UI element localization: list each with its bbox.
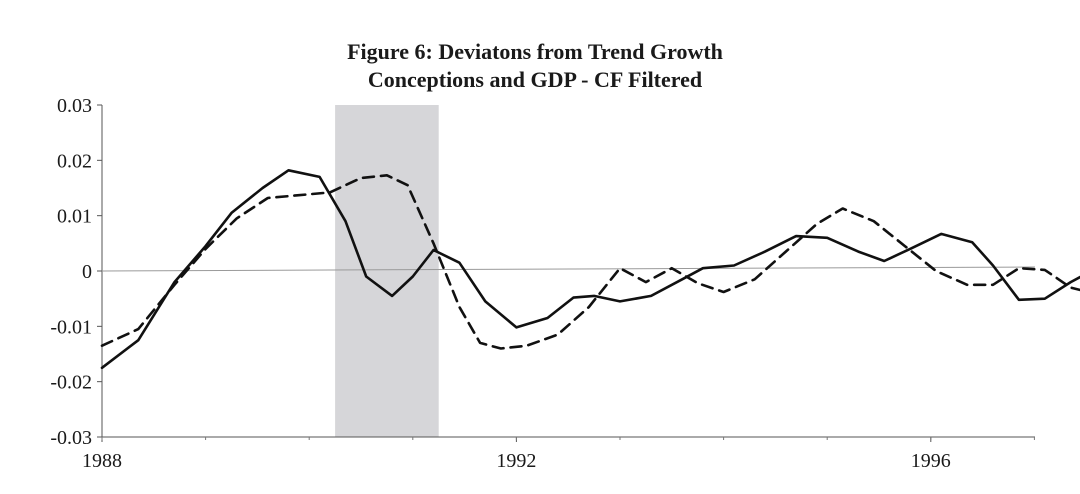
y-tick-label: -0.01 [50, 316, 92, 338]
recession-bands [335, 105, 439, 437]
y-tick-label: -0.02 [50, 372, 92, 394]
chart-subtitle: Conceptions and GDP - CF Filtered [367, 67, 703, 92]
recession-band-1 [335, 105, 439, 437]
chart-title-block: Figure 6: Deviatons from Trend Growth Co… [150, 38, 920, 94]
x-tick-label: 1996 [911, 450, 951, 472]
chart-title: Figure 6: Deviatons from Trend Growth [347, 39, 723, 64]
y-tick-label: -0.03 [50, 427, 92, 449]
x-tick-label: 1992 [496, 450, 536, 472]
y-tick-label: 0.03 [57, 95, 92, 117]
y-tick-label: 0.01 [57, 206, 92, 228]
series-lines [100, 169, 1080, 370]
x-tick-label: 1988 [82, 450, 122, 472]
dashed-series-line [100, 174, 1080, 350]
y-tick-label: 0.02 [57, 150, 92, 172]
zero-line [101, 266, 1036, 272]
solid-series-line [100, 169, 1080, 370]
y-tick-label: 0 [82, 261, 92, 283]
